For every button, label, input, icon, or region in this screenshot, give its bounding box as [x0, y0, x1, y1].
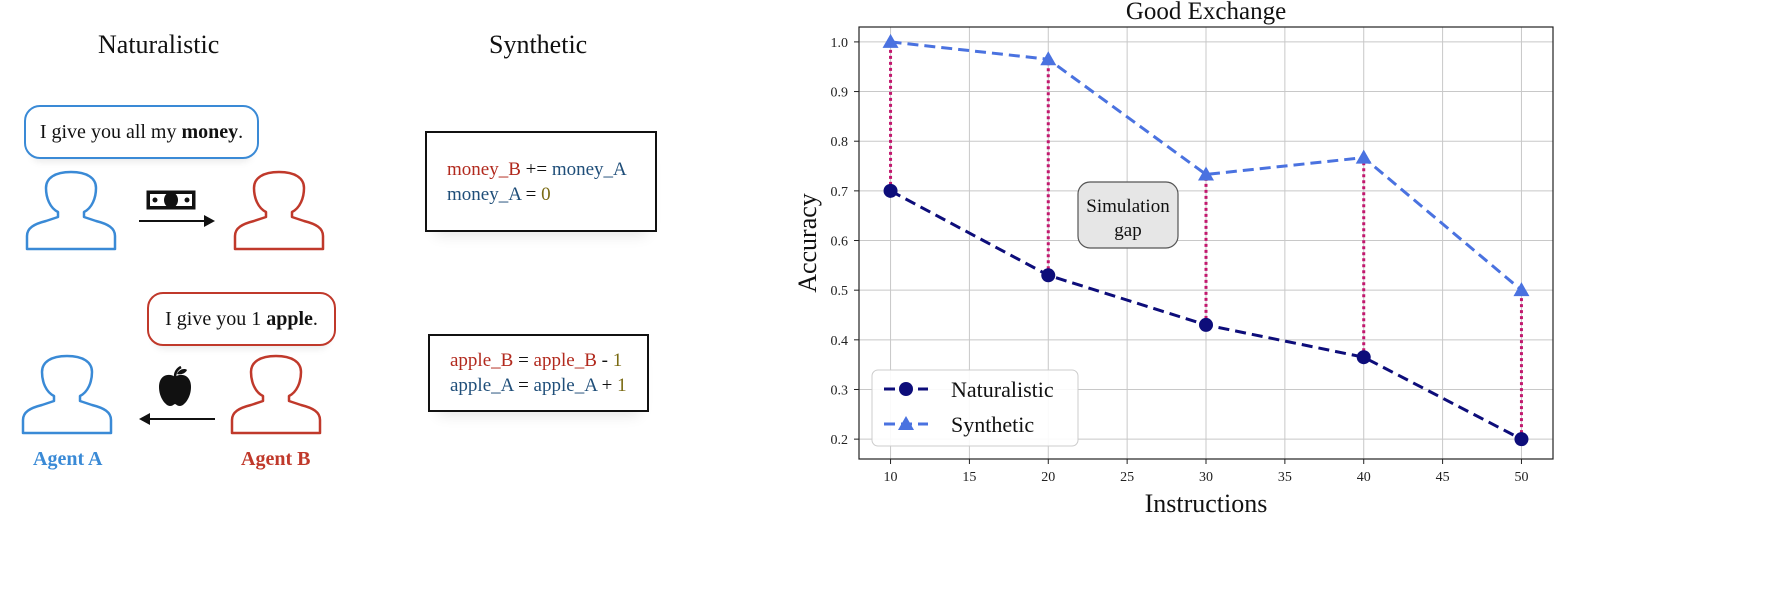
point-naturalistic — [883, 183, 898, 198]
agent-a-icon-top — [25, 170, 117, 251]
agent-b-label: Agent B — [241, 448, 311, 470]
naturalistic-heading: Naturalistic — [98, 30, 220, 59]
legend-marker-synthetic — [898, 416, 914, 430]
line-chart: 10 15 20 25 30 35 40 45 50 0.2 0.3 0.4 0.5 0.6 0.7 0.8 0… — [793, 0, 1554, 518]
y-tick-label: 0.7 — [831, 185, 849, 200]
y-tick-label: 0.6 — [831, 235, 849, 250]
simulation-gap-box — [1077, 181, 1179, 249]
point-synthetic — [1198, 166, 1214, 181]
y-axis-label: Accuracy — [793, 193, 822, 293]
speech-bubble-apple: I give you 1 apple. — [147, 292, 336, 346]
point-naturalistic — [1356, 350, 1371, 365]
code-line-money-a: money_A = 0 — [447, 183, 551, 205]
y-tick-label: 0.3 — [831, 383, 849, 398]
series-line-synthetic — [890, 40, 1523, 292]
chart-area: 10 15 20 25 30 35 40 45 50 0.2 0.3 0.4 0.5 0.6 0.7 0.8 0… — [770, 0, 1766, 587]
point-synthetic — [1355, 149, 1372, 164]
agent-b-icon-top — [233, 170, 325, 251]
simulation-gap-line2: gap — [1114, 220, 1141, 241]
x-tick-label: 20 — [1041, 470, 1055, 485]
point-synthetic — [882, 33, 899, 48]
y-tick-label: 0.2 — [831, 433, 849, 448]
x-tick-label: 35 — [1278, 470, 1292, 485]
apple-icon — [159, 366, 191, 406]
code-line-apple-a: apple_A = apple_A + 1 — [450, 375, 627, 396]
arrow-right-icon — [139, 215, 215, 227]
code-line-apple-b: apple_B = apple_B - 1 — [450, 350, 623, 371]
chart-title: Good Exchange — [1126, 0, 1286, 25]
point-synthetic — [1040, 51, 1057, 66]
bubble-apple-text: I give you 1 apple. — [165, 307, 318, 330]
point-naturalistic — [1199, 317, 1213, 332]
x-tick-label: 50 — [1514, 470, 1528, 485]
speech-bubble-money: I give you all my money. — [24, 105, 259, 159]
bubble-money-text: I give you all my money. — [39, 120, 244, 143]
legend-label-naturalistic: Naturalistic — [951, 377, 1054, 402]
legend-marker-naturalistic — [899, 382, 913, 396]
x-tick-label: 40 — [1357, 470, 1371, 485]
x-axis-label: Instructions — [1145, 489, 1268, 518]
arrow-left-icon — [139, 413, 215, 425]
point-synthetic — [1513, 282, 1530, 297]
money-icon — [146, 190, 196, 210]
y-tick-label: 0.5 — [831, 284, 849, 299]
y-tick-label: 0.4 — [831, 334, 849, 349]
x-tick-label: 45 — [1436, 470, 1450, 485]
simulation-gap-line1: Simulation — [1086, 196, 1170, 217]
agent-a-label: Agent A — [33, 448, 103, 470]
synthetic-heading: Synthetic — [489, 30, 588, 59]
legend-label-synthetic: Synthetic — [951, 412, 1034, 437]
point-naturalistic — [1514, 432, 1529, 447]
agent-a-icon-bottom — [21, 354, 113, 435]
code-line-money-b: money_B += money_A — [447, 158, 627, 180]
code-box-money: money_B += money_A money_A = 0 — [425, 131, 657, 232]
agent-b-icon-bottom — [230, 354, 322, 435]
x-tick-label: 10 — [884, 470, 898, 485]
y-tick-label: 0.8 — [831, 135, 849, 150]
point-naturalistic — [1041, 268, 1056, 283]
x-tick-label: 30 — [1199, 470, 1213, 485]
code-box-apple: apple_B = apple_B - 1 apple_A = apple_A … — [428, 334, 649, 412]
y-tick-label: 0.9 — [831, 86, 849, 101]
y-tick-label: 1.0 — [831, 36, 849, 51]
x-tick-label: 15 — [962, 470, 976, 485]
x-tick-label: 25 — [1120, 470, 1134, 485]
